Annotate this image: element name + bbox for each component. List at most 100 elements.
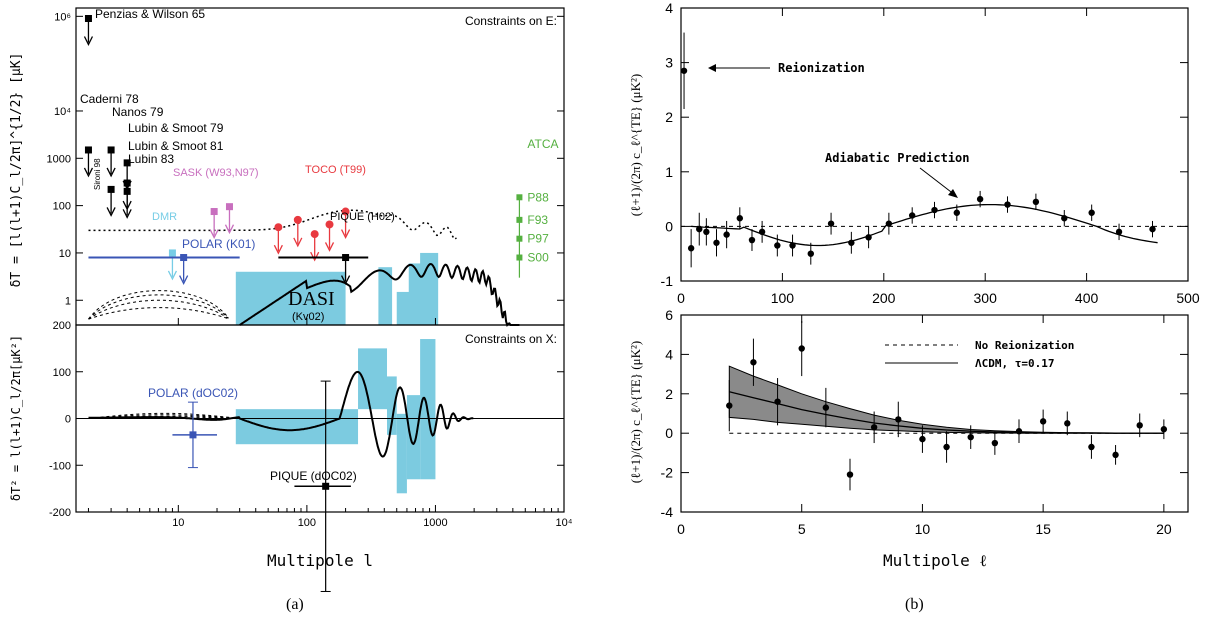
lowl-point-16 <box>1112 451 1119 459</box>
b-bot-xtick-label-1: 5 <box>798 521 806 537</box>
upper-limit-arrowhead-14 <box>167 270 178 281</box>
lowl-point-8 <box>919 435 926 443</box>
legend-lcdm-label: ΛCDM, τ=0.17 <box>975 357 1054 370</box>
caption-a: (a) <box>286 596 304 613</box>
panel-a-top-title: Constraints on E: <box>465 14 557 28</box>
te-point-4 <box>713 239 720 246</box>
panel-b-bottom: -4 -2 0 2 4 6 0 5 10 15 20 No Reionization ΛCDM, τ… <box>628 307 1189 570</box>
a-bot-xtick-label-2: 1000 <box>423 517 447 529</box>
dasi-box-x-2 <box>387 376 397 435</box>
te-point-11 <box>807 250 814 257</box>
adiabatic-prediction-curve <box>691 203 1158 247</box>
upper-limit-label-5: Lubin 83 <box>128 152 174 166</box>
te-point-10 <box>789 242 796 249</box>
panel-b-top-curves <box>691 203 1158 247</box>
low-l-dashed-curve-1 <box>88 299 229 320</box>
panel-a-bottom-ylabel: δT² = l(l+1)C_l/2π[μK²] <box>9 335 23 501</box>
x-point-label-0: POLAR (dOC02) <box>148 386 238 400</box>
b-bot-xtick-label-3: 15 <box>1035 521 1051 537</box>
upper-limit-label-0: Penzias & Wilson 65 <box>95 7 205 21</box>
a-bot-xtick-label-1: 100 <box>298 517 316 529</box>
te-point-15 <box>885 220 893 227</box>
upper-limit-arrowhead-1 <box>83 167 94 178</box>
a-bot-ytick-label-3: 100 <box>53 367 71 379</box>
a-bot-ytick-label-2: 0 <box>65 414 71 426</box>
atca-point-label-0: P88 <box>527 190 549 204</box>
b-bot-xtick-label-4: 20 <box>1156 521 1172 537</box>
low-l-x-dashed-1 <box>88 415 239 419</box>
te-point-5 <box>723 231 730 238</box>
a-top-ytick-label-1: 10 <box>59 248 71 260</box>
dasi-sublabel: (Kv02) <box>292 311 324 323</box>
upper-limit-arrowhead-10 <box>293 237 303 248</box>
te-point-14 <box>865 234 872 241</box>
b-top-ytick-label-5: 4 <box>665 0 673 16</box>
reionization-annotation: Reionization <box>778 61 865 75</box>
upper-limit-label-7: SASK (W93,N97) <box>173 167 259 179</box>
panel-a-bottom-curves <box>88 370 474 458</box>
panel-a-xlabel: Multipole l <box>267 551 373 570</box>
atca-point-label-3: S00 <box>527 251 549 265</box>
panel-b-bottom-ticks: -4 -2 0 2 4 6 0 5 10 15 20 <box>661 307 1188 537</box>
te-point-24 <box>1115 228 1123 236</box>
b-bot-xtick-label-0: 0 <box>677 521 685 537</box>
te-point-12 <box>827 220 835 227</box>
panel-b-bottom-marks <box>726 320 1168 491</box>
panel-a: Constraints on E: DASI (Kv02) 1101001000… <box>9 7 573 592</box>
upper-limit-arrowhead-6 <box>106 207 116 217</box>
a-top-ytick-label-2: 100 <box>53 201 71 213</box>
lowl-point-11 <box>991 439 999 447</box>
b-bot-xtick-label-2: 10 <box>915 521 931 537</box>
dasi-box-e-2 <box>396 291 411 325</box>
theory-e-dotted-curve <box>88 209 457 241</box>
upper-limit-arrowhead-12 <box>324 242 335 252</box>
upper-limit-arrowhead-11 <box>310 251 320 262</box>
upper-limit-label-3: Lubin & Smoot 79 <box>128 121 224 135</box>
te-point-22 <box>1061 215 1068 222</box>
lcdm-band <box>728 365 1164 434</box>
atca-label: ATCA <box>527 137 558 151</box>
te-point-17 <box>931 206 938 214</box>
panel-a-bottom-marks: POLAR (dOC02) PIQUE (dOC02) <box>148 380 357 592</box>
lowl-point-3 <box>798 345 805 352</box>
dasi-box-e-3 <box>408 263 422 325</box>
a-bot-xtick-label-3: 10⁴ <box>556 517 573 529</box>
dasi-box-e-1 <box>378 267 393 325</box>
upper-limit-arrowhead-5 <box>122 209 132 219</box>
upper-limit-arrowhead-8 <box>224 224 235 235</box>
b-top-xtick-label-2: 200 <box>872 290 896 306</box>
b-top-ytick-label-4: 3 <box>665 55 673 71</box>
lowl-point-6 <box>870 424 878 431</box>
a-top-ytick-label-4: 10⁴ <box>54 106 71 118</box>
a-top-ytick-label-0: 1 <box>65 295 71 307</box>
lcdm-center-curve <box>729 391 1164 434</box>
a-top-ytick-label-3: 1000 <box>47 153 71 165</box>
b-top-xtick-label-1: 100 <box>771 290 795 306</box>
a-bot-ytick-label-1: -100 <box>49 460 71 472</box>
atca-point-1 <box>516 216 523 223</box>
caption-b: (b) <box>905 596 924 613</box>
b-top-ytick-label-1: 0 <box>665 218 673 234</box>
lowl-point-2 <box>774 398 781 405</box>
panel-b-bottom-curves <box>728 365 1164 434</box>
lowl-point-12 <box>1015 428 1023 435</box>
adiabatic-annotation: Adiabatic Prediction <box>825 151 970 165</box>
upper-limit-label-16: PIQUE (H02) <box>330 211 395 223</box>
te-point-9 <box>774 242 781 249</box>
te-point-0 <box>680 67 688 74</box>
atca-point-0 <box>516 194 523 201</box>
panel-a-top-ylabel: δT = [l(l+1)C_l/2π]^{1/2} [μK] <box>9 53 24 288</box>
te-point-19 <box>976 195 984 203</box>
panel-b-bottom-ylabel: (ℓ+1)/(2π) c_ℓ^{TE} (μK²) <box>628 341 643 483</box>
b-bot-ytick-label-5: 6 <box>665 307 673 323</box>
lowl-point-7 <box>895 416 902 423</box>
te-point-2 <box>696 225 703 233</box>
panel-b-xlabel: Multipole ℓ <box>883 551 987 570</box>
upper-limit-arrowhead-9 <box>273 244 283 255</box>
b-bot-ytick-label-3: 2 <box>665 386 673 402</box>
lowl-point-4 <box>822 404 830 411</box>
te-point-20 <box>1004 201 1011 208</box>
